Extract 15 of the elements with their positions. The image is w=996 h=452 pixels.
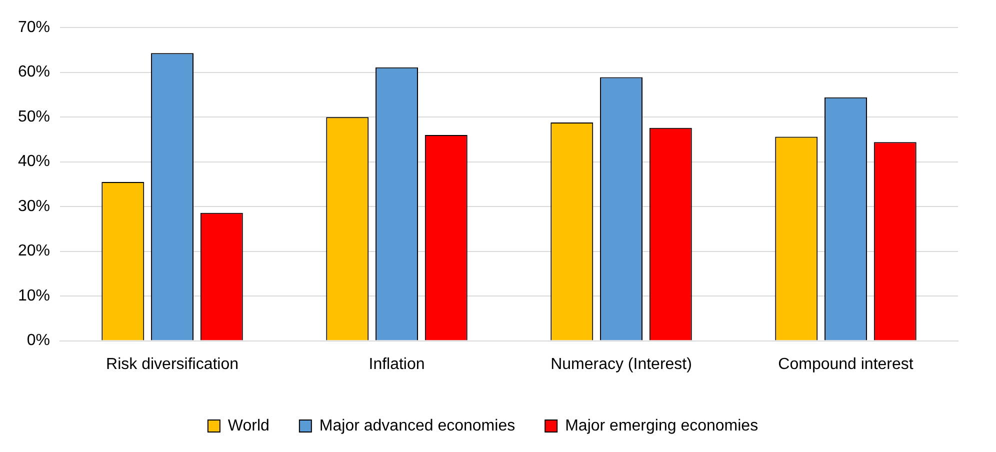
legend-label: World (228, 417, 270, 434)
x-tick-label: Numeracy (Interest) (550, 356, 692, 373)
legend-label: Major advanced economies (319, 417, 516, 434)
x-tick-label: Compound interest (778, 356, 914, 373)
y-tick-label: 40% (18, 153, 50, 170)
y-tick-label: 70% (18, 19, 50, 36)
x-tick-label: Inflation (368, 356, 425, 373)
y-tick-label: 10% (18, 287, 50, 304)
y-tick-label: 20% (18, 242, 50, 260)
y-tick-label: 30% (18, 198, 50, 215)
y-tick-label: 0% (26, 332, 50, 350)
x-tick-label: Risk diversification (106, 356, 239, 373)
y-tick-label: 60% (18, 64, 50, 81)
y-tick-label: 50% (18, 108, 50, 126)
legend-label: Major emerging economies (565, 417, 758, 434)
